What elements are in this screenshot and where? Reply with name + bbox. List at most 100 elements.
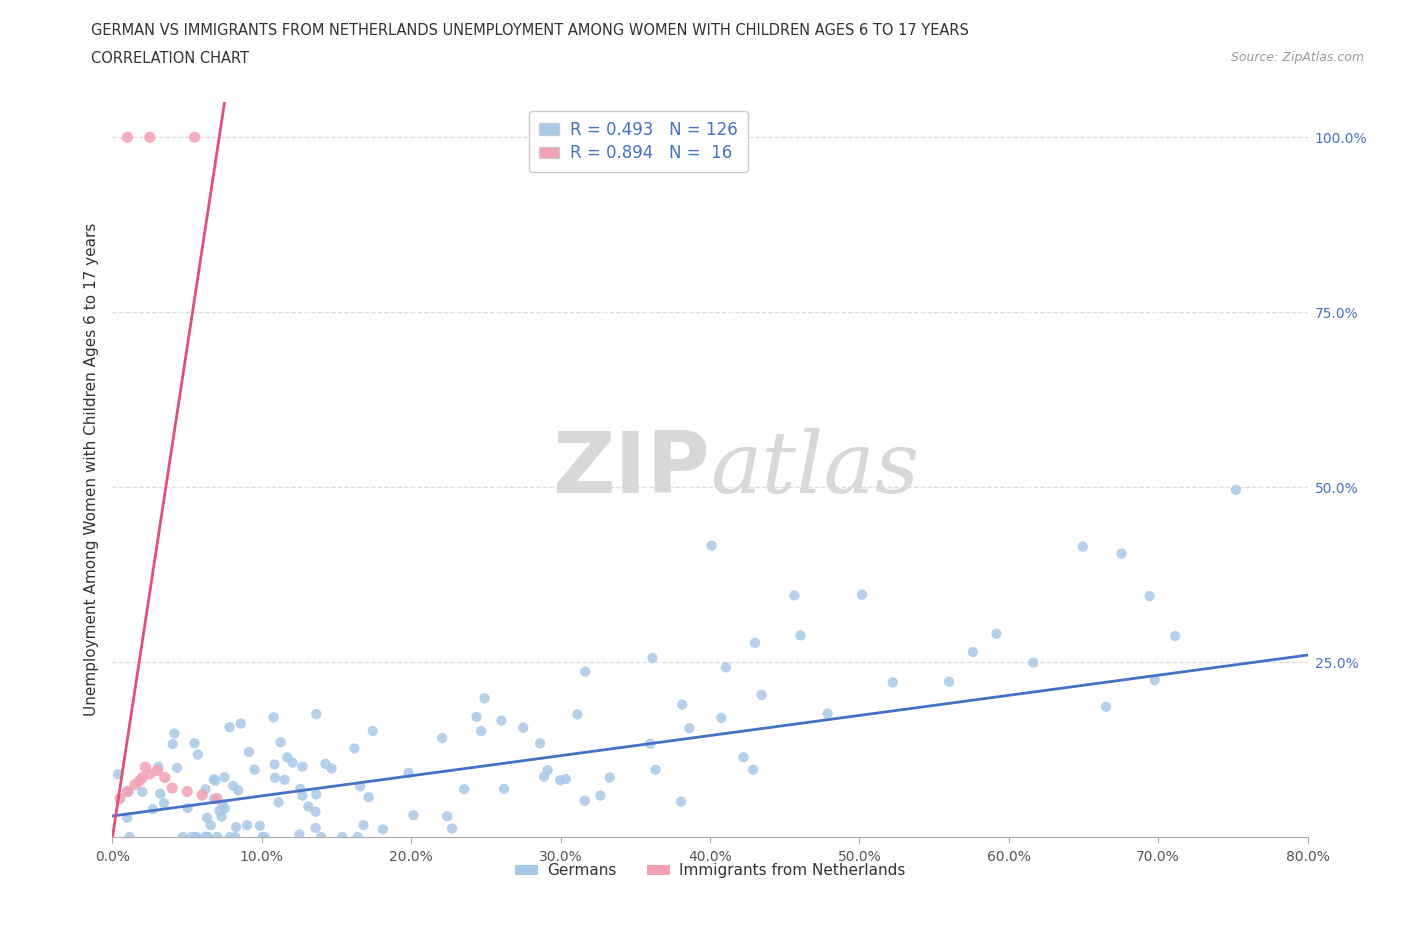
Text: CORRELATION CHART: CORRELATION CHART (91, 51, 249, 66)
Point (589, 788, 612, 803)
Point (117, 784, 139, 799)
Point (205, 791, 228, 806)
Text: atlas: atlas (710, 429, 920, 511)
Point (176, 784, 198, 799)
Point (346, 830, 368, 844)
Point (574, 664, 596, 679)
Point (371, 822, 394, 837)
Point (270, 735, 292, 750)
Point (276, 750, 298, 764)
Point (218, 720, 240, 735)
Point (851, 587, 873, 602)
Point (357, 790, 380, 804)
Point (817, 706, 839, 721)
Point (124, 777, 146, 792)
Point (134, 760, 156, 775)
Point (297, 799, 319, 814)
Point (671, 698, 693, 712)
Point (644, 763, 666, 777)
Point (669, 794, 692, 809)
Point (172, 830, 194, 844)
Point (200, 817, 222, 832)
Point (305, 787, 328, 802)
Point (194, 830, 217, 844)
Point (184, 830, 207, 844)
Point (146, 764, 169, 778)
Point (288, 827, 311, 842)
Point (142, 802, 165, 817)
Point (117, 784, 139, 799)
Point (117, 810, 139, 825)
Point (641, 650, 664, 665)
Point (1164, 629, 1187, 644)
Point (567, 707, 589, 722)
Point (131, 770, 153, 785)
Point (314, 756, 336, 771)
Point (187, 747, 209, 762)
Point (177, 801, 200, 816)
Point (710, 711, 733, 725)
Point (253, 830, 276, 844)
Point (128, 774, 150, 789)
Point (218, 830, 240, 844)
Point (343, 741, 366, 756)
Point (330, 830, 353, 844)
Point (211, 809, 233, 824)
Point (108, 791, 131, 806)
Point (882, 675, 904, 690)
Point (263, 710, 285, 724)
Point (1139, 589, 1161, 604)
Point (191, 788, 214, 803)
Point (1225, 483, 1247, 498)
Point (252, 830, 274, 844)
Point (194, 782, 217, 797)
Point (1095, 699, 1118, 714)
Point (432, 731, 454, 746)
Point (470, 724, 492, 738)
Point (131, 784, 153, 799)
Point (751, 687, 773, 702)
Text: GERMAN VS IMMIGRANTS FROM NETHERLANDS UNEMPLOYMENT AMONG WOMEN WITH CHILDREN AGE: GERMAN VS IMMIGRANTS FROM NETHERLANDS UN… (91, 23, 969, 38)
Point (353, 817, 375, 832)
Point (678, 721, 700, 736)
Point (1071, 539, 1094, 554)
Point (214, 770, 236, 785)
Point (536, 763, 558, 777)
Point (139, 766, 162, 781)
Point (195, 830, 218, 844)
Point (733, 750, 755, 764)
Point (783, 588, 806, 603)
Point (789, 628, 811, 643)
Point (202, 791, 225, 806)
Point (304, 804, 326, 819)
Point (361, 724, 384, 738)
Point (1143, 672, 1166, 687)
Point (304, 820, 326, 835)
Point (533, 769, 555, 784)
Point (211, 797, 233, 812)
Point (226, 783, 249, 798)
Point (263, 757, 285, 772)
Point (149, 787, 172, 802)
Point (214, 801, 236, 816)
Point (402, 808, 425, 823)
Point (491, 713, 513, 728)
Point (183, 736, 205, 751)
Point (163, 726, 186, 741)
Point (139, 130, 162, 145)
Point (436, 809, 458, 824)
Point (166, 761, 188, 776)
Point (291, 759, 314, 774)
Point (474, 691, 496, 706)
Point (321, 761, 343, 776)
Point (512, 720, 534, 735)
Point (274, 772, 297, 787)
Point (117, 130, 139, 145)
Text: Source: ZipAtlas.com: Source: ZipAtlas.com (1230, 51, 1364, 64)
Point (574, 793, 596, 808)
Point (236, 817, 259, 832)
Point (224, 830, 246, 844)
Point (207, 830, 229, 844)
Point (700, 538, 723, 553)
Point (938, 674, 960, 689)
